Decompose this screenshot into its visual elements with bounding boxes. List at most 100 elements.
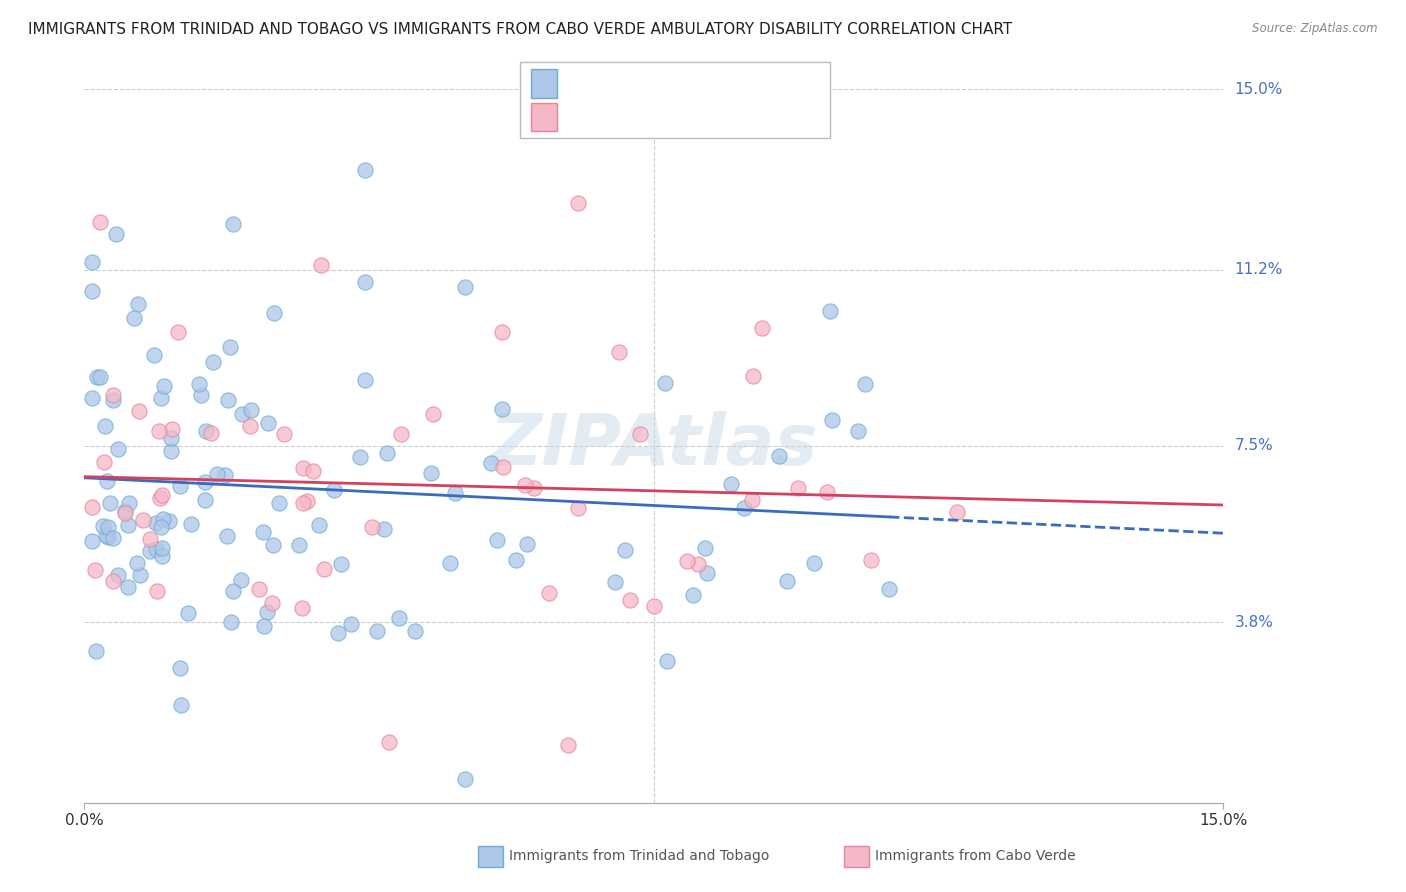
Point [354, 163, 377, 178]
Point [491, 325, 513, 339]
Point [180, 516, 202, 531]
Point [103, 531, 125, 545]
Point [169, 479, 191, 493]
Point [218, 340, 240, 354]
Point [93, 455, 115, 469]
Point [84, 644, 107, 658]
Point [205, 467, 228, 481]
Point [101, 393, 124, 408]
Point [231, 407, 253, 421]
Point [273, 427, 295, 442]
Point [361, 519, 384, 533]
Point [80, 533, 103, 548]
Point [491, 401, 513, 416]
Point [148, 424, 170, 438]
Point [146, 583, 169, 598]
Point [80, 284, 103, 298]
Text: Immigrants from Trinidad and Tobago: Immigrants from Trinidad and Tobago [509, 849, 769, 863]
Point [252, 524, 274, 539]
Point [122, 311, 145, 326]
Point [607, 344, 630, 359]
Point [107, 567, 129, 582]
Point [733, 501, 755, 516]
Point [150, 391, 173, 405]
Point [105, 227, 128, 242]
Point [94, 419, 117, 434]
Point [389, 427, 412, 442]
Text: 15.0%: 15.0% [1234, 82, 1282, 96]
Point [686, 557, 709, 571]
Point [139, 543, 162, 558]
Point [676, 554, 699, 568]
Point [96, 530, 118, 544]
Point [741, 493, 763, 508]
Point [312, 561, 335, 575]
Point [127, 297, 149, 311]
Point [803, 556, 825, 570]
Point [513, 477, 536, 491]
Point [877, 582, 900, 596]
Point [143, 348, 166, 362]
Point [89, 215, 111, 229]
Point [492, 459, 515, 474]
Point [378, 735, 401, 749]
Text: 111: 111 [703, 75, 738, 93]
Point [101, 387, 124, 401]
Text: 0.135: 0.135 [605, 108, 657, 126]
Point [217, 393, 239, 408]
Point [353, 373, 375, 387]
Point [101, 574, 124, 589]
Point [375, 445, 398, 459]
Point [267, 496, 290, 510]
Point [80, 255, 103, 269]
Point [194, 492, 217, 507]
Point [846, 424, 869, 438]
Point [853, 376, 876, 391]
Point [720, 477, 742, 491]
Point [215, 529, 238, 543]
Point [523, 481, 546, 495]
Point [125, 557, 148, 571]
Point [505, 553, 527, 567]
Point [696, 566, 718, 580]
Text: R =: R = [565, 108, 602, 126]
Point [100, 496, 122, 510]
Text: N =: N = [657, 108, 704, 126]
Point [195, 424, 218, 438]
Point [145, 541, 167, 556]
Point [114, 504, 136, 518]
Point [859, 553, 882, 567]
Text: 0.064: 0.064 [605, 75, 657, 93]
Point [128, 567, 150, 582]
Point [291, 461, 314, 475]
Point [128, 404, 150, 418]
Point [262, 596, 284, 610]
Point [118, 495, 141, 509]
Point [485, 533, 508, 547]
Point [86, 369, 108, 384]
Point [159, 443, 181, 458]
Point [262, 538, 284, 552]
Point [159, 514, 181, 528]
Point [567, 501, 589, 516]
Point [170, 698, 193, 712]
Point [751, 320, 773, 334]
Point [253, 619, 276, 633]
Point [291, 496, 314, 510]
Point [131, 513, 153, 527]
Point [256, 605, 278, 619]
Point [80, 500, 103, 515]
Point [422, 407, 444, 421]
Point [453, 279, 475, 293]
Text: Immigrants from Cabo Verde: Immigrants from Cabo Verde [875, 849, 1076, 863]
Point [557, 739, 579, 753]
Point [240, 402, 263, 417]
Point [340, 617, 363, 632]
Point [654, 376, 676, 390]
Text: ZIPAtlas: ZIPAtlas [489, 411, 818, 481]
Text: R =: R = [565, 75, 602, 93]
Point [311, 258, 333, 272]
Point [214, 468, 236, 483]
Point [194, 475, 217, 490]
Point [443, 486, 465, 500]
